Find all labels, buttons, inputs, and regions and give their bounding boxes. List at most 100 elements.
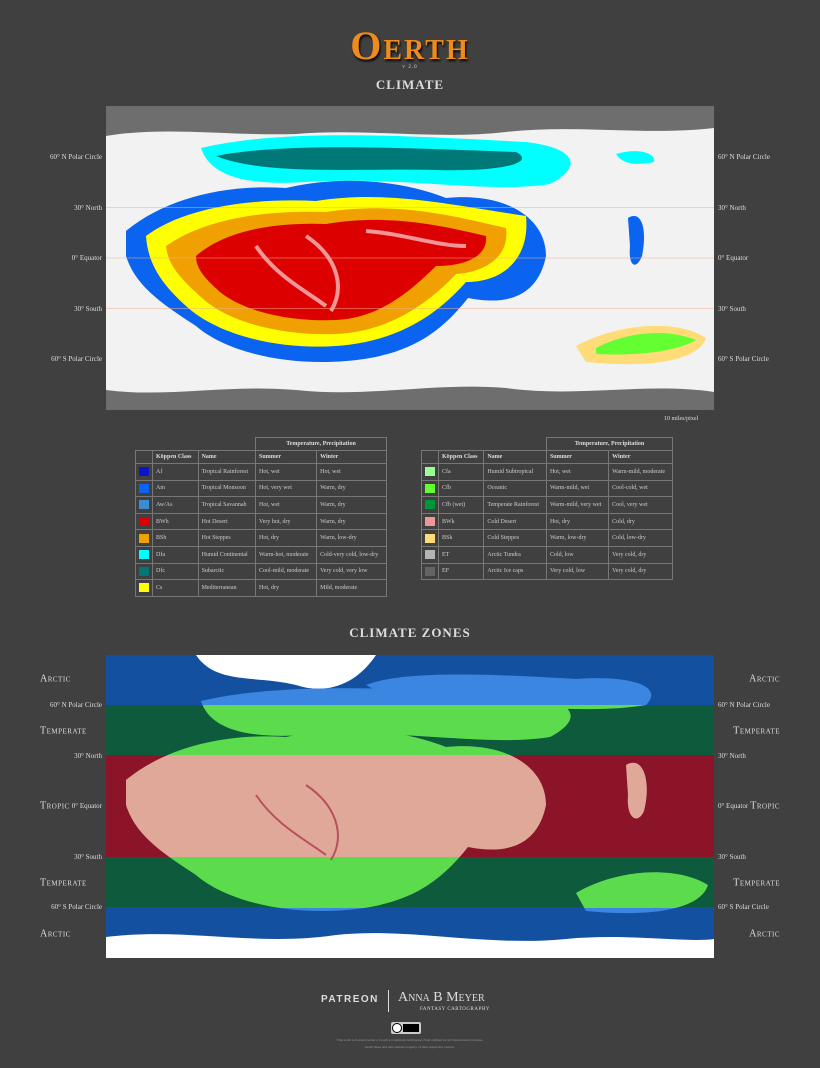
swatch [425, 533, 435, 543]
swatch-cell [135, 479, 153, 498]
swatch-cell [421, 496, 439, 514]
map-scale: 10 miles/pixel [664, 416, 699, 422]
version: v 2.0 [402, 65, 418, 70]
legend-winter: Very cold, dry [608, 545, 673, 564]
latitude-label: 60° N Polar Circle [50, 153, 102, 161]
legend-summer: Warm-hot, moderate [255, 545, 318, 564]
legend-class: BWk [437, 512, 485, 531]
climate-map [106, 106, 714, 410]
legend-table: Temperature, Precipitation Köppen Class Na… [421, 437, 674, 581]
swatch-cell [135, 512, 153, 531]
zone-label: Arctic [40, 928, 71, 940]
latitude-label: 30° South [718, 304, 746, 313]
legend-row: ET Arctic Tundra Cold, low Very cold, dry [421, 545, 673, 564]
legend-row: Dfc Subarctic Cool-mild, moderate Very cold… [135, 562, 387, 581]
legend-name: Cold Steppes [483, 529, 547, 547]
legend-class: Cfb (wet) [437, 496, 485, 514]
latitude-label: 60° S Polar Circle [51, 355, 102, 363]
legend-winter: Cold, low-dry [608, 529, 673, 547]
latitude-label: 30° North [718, 751, 746, 760]
legend-class: EF [437, 562, 485, 581]
author: Anna B Meyer [398, 990, 485, 1005]
legend-class: Af [152, 463, 199, 481]
latitude-label: 0° Equator [718, 254, 749, 262]
swatch-cell [421, 562, 439, 581]
swatch [425, 517, 435, 527]
blank [421, 450, 439, 464]
legend-name: Hot Steppes [197, 529, 257, 547]
swatch-cell [135, 496, 153, 514]
column-header: Summer [255, 450, 318, 464]
latitude-label: 0° Equator [71, 254, 102, 262]
swatch-cell [421, 463, 439, 481]
legend-name: Tropical Rainforest [197, 463, 257, 481]
latitude-label: 60° N Polar Circle [718, 153, 770, 161]
column-header: Name [197, 450, 257, 464]
legend-class: ET [437, 545, 485, 564]
legend-name: Arctic Tundra [483, 545, 547, 564]
legend-row: BWk Cold Desert Hot, dry Cold, dry [421, 512, 673, 531]
swatch [139, 483, 149, 493]
legend-summer: Hot, wet [255, 463, 318, 481]
legend-row: Cfb Oceanic Warm-mild, wet Cool-cold, wet [421, 479, 673, 498]
legend-row: Af Tropical Rainforest Hot, wet Hot, wet [135, 463, 387, 481]
column-header-row: Köppen Class Name Summer Winter [421, 450, 673, 464]
legend-name: Subarctic [197, 562, 257, 581]
column-header: Winter [608, 450, 673, 464]
zones-map [106, 655, 714, 958]
zone-label: Temperate [40, 877, 87, 889]
legend-row: Dfa Humid Continental Warm-hot, moderate Co… [135, 545, 387, 564]
group-header-row: Temperature, Precipitation [136, 437, 387, 451]
swatch [425, 467, 435, 477]
legend-row: BSk Cold Steppes Warm, low-dry Cold, low-dr… [421, 529, 673, 547]
latitude-label: 0° Equator [71, 802, 102, 810]
legend-class: BWh [152, 512, 199, 531]
zone-label: Tropic [40, 800, 70, 812]
swatch [139, 533, 149, 543]
group-header-row: Temperature, Precipitation [422, 437, 674, 451]
blank [198, 437, 257, 451]
legend-class: BSh [152, 529, 199, 547]
swatch-cell [135, 579, 153, 597]
legend-table: Temperature, Precipitation Köppen Class Na… [135, 437, 387, 597]
legend-row: Cfb (wet) Temperate Rainforest Warm-mild, … [421, 496, 673, 514]
blank [153, 438, 199, 451]
legend-row: Aw/As Tropical Savannah Hot, wet Warm, dry [135, 496, 387, 514]
swatch-cell [421, 529, 439, 547]
legend-name: Humid Continental [197, 545, 257, 564]
swatch-cell [421, 479, 439, 498]
legend-winter: Warm-mild, moderate [608, 463, 673, 481]
legend-class: Cs [152, 579, 199, 597]
license: This work is licensed under a Creative C… [336, 1038, 484, 1042]
climate-heading: CLIMATE [375, 77, 445, 92]
legend-winter: Cold, dry [608, 512, 673, 531]
legend-winter: Warm, dry [316, 512, 387, 531]
tagline: FANTASY CARTOGRAPHY [420, 1007, 490, 1012]
cc-badge[interactable] [391, 1022, 421, 1034]
legend-class: Dfa [152, 545, 199, 564]
blank [136, 438, 153, 451]
legend-summer: Hot, dry [255, 529, 318, 547]
separator [388, 990, 389, 1012]
swatch [425, 566, 435, 576]
legend-name: Humid Subtropical [483, 463, 547, 481]
latitude-label: 60° S Polar Circle [718, 355, 769, 363]
patreon[interactable]: PATREON [321, 994, 379, 1005]
latitude-label: 30° North [74, 203, 102, 212]
legend-winter: Cool, very wet [608, 496, 673, 514]
legend-summer: Warm-mild, very wet [545, 496, 610, 514]
swatch-cell [135, 463, 153, 481]
swatch [139, 517, 149, 527]
legend-name: Tropical Monsoon [197, 479, 257, 498]
legend-summer: Warm, low-dry [545, 529, 610, 547]
latitude-label: 60° S Polar Circle [51, 903, 102, 911]
title: Oerth [350, 23, 470, 68]
latitude-label: 0° Equator [718, 802, 749, 810]
column-header: Köppen Class [437, 450, 485, 464]
zone-label: Tropic [750, 800, 780, 812]
swatch-cell [135, 545, 153, 564]
legend-winter: Cold-very cold, low-dry [316, 545, 387, 564]
swatch-cell [421, 512, 439, 531]
swatch [139, 566, 149, 576]
